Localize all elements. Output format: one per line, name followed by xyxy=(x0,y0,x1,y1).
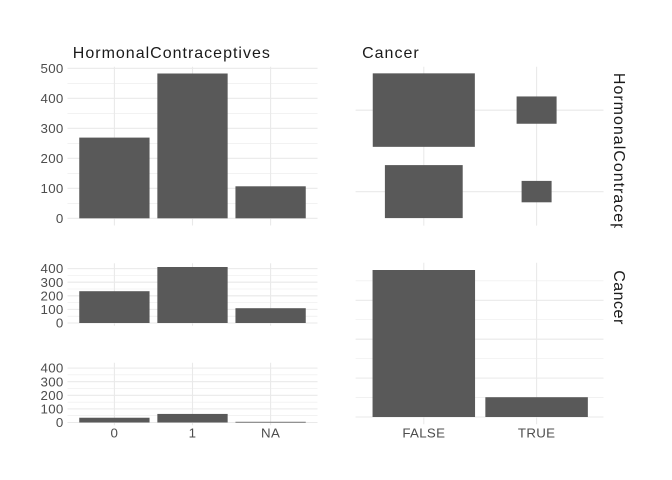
svg-text:0: 0 xyxy=(56,316,64,331)
svg-text:300: 300 xyxy=(41,121,64,136)
svg-text:0: 0 xyxy=(111,426,119,441)
svg-text:400: 400 xyxy=(41,261,64,276)
svg-text:100: 100 xyxy=(41,302,64,317)
svg-text:NA: NA xyxy=(261,426,280,441)
svg-text:300: 300 xyxy=(41,374,64,389)
svg-text:100: 100 xyxy=(41,402,64,417)
svg-text:500: 500 xyxy=(41,61,64,76)
svg-text:HormonalContraceptives: HormonalContraceptives xyxy=(610,73,627,271)
svg-text:200: 200 xyxy=(41,288,64,303)
svg-text:TRUE: TRUE xyxy=(518,426,555,441)
svg-text:300: 300 xyxy=(41,275,64,290)
svg-text:FALSE: FALSE xyxy=(402,426,445,441)
svg-text:200: 200 xyxy=(41,151,64,166)
svg-text:400: 400 xyxy=(41,361,64,376)
svg-text:Cancer: Cancer xyxy=(610,270,627,325)
svg-text:100: 100 xyxy=(41,181,64,196)
svg-text:Cancer: Cancer xyxy=(362,45,420,62)
svg-text:400: 400 xyxy=(41,91,64,106)
svg-text:200: 200 xyxy=(41,388,64,403)
svg-text:0: 0 xyxy=(56,211,64,226)
svg-text:HormonalContraceptives: HormonalContraceptives xyxy=(73,45,271,62)
svg-text:1: 1 xyxy=(189,426,197,441)
svg-text:0: 0 xyxy=(56,415,64,430)
